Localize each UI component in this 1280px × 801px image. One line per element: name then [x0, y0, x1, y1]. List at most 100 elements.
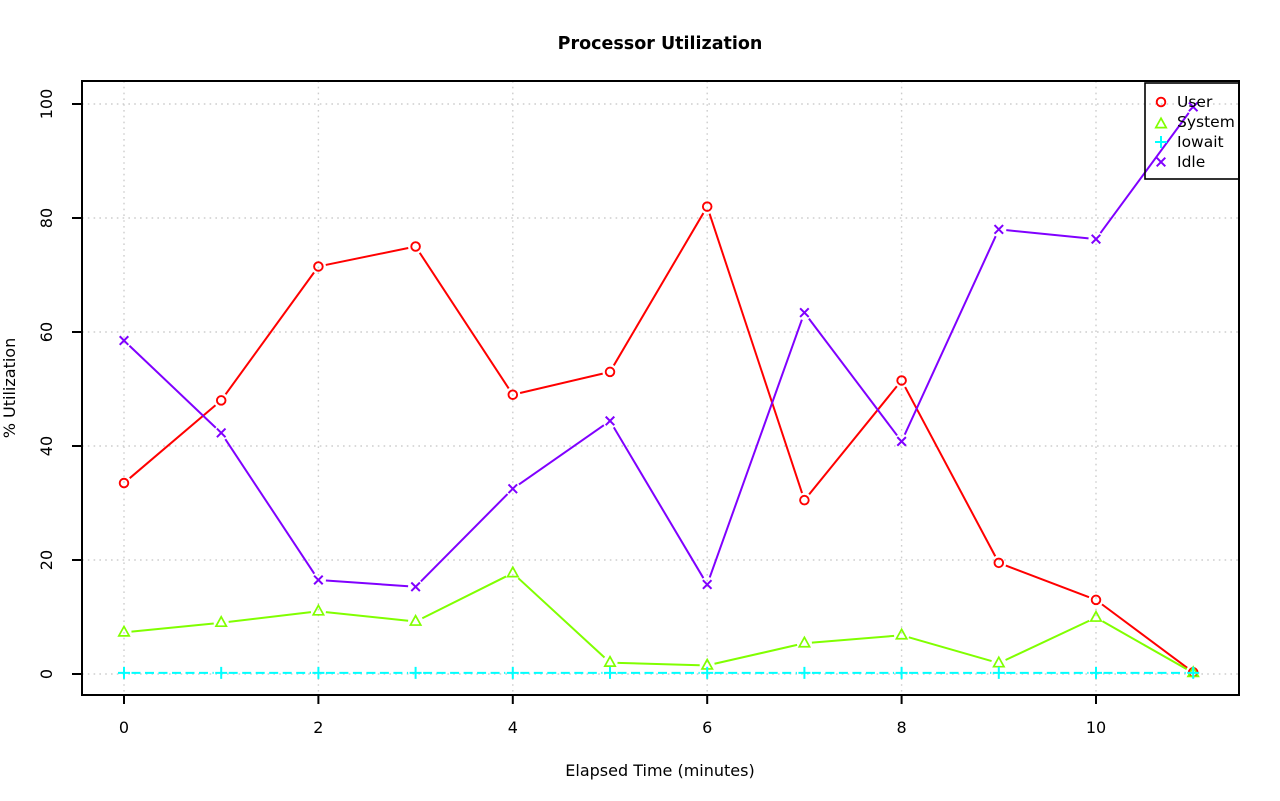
- y-tick-label: 0: [37, 669, 56, 679]
- marker-triangle-system: [797, 635, 812, 648]
- marker-x-idle: [1090, 234, 1102, 245]
- series-line-system: [517, 577, 606, 659]
- marker-circle-user: [896, 375, 907, 386]
- series-line-idle: [224, 438, 316, 575]
- series-line-user: [519, 372, 603, 394]
- series-line-system: [131, 622, 214, 633]
- series-line-idle: [420, 493, 509, 583]
- legend-entry-user: User: [1155, 93, 1213, 111]
- marker-triangle-system: [1089, 609, 1103, 622]
- marker-plus-iowait: [895, 666, 908, 679]
- marker-x-idle: [118, 335, 130, 346]
- legend-label-iowait: Iowait: [1177, 133, 1224, 151]
- marker-triangle-system: [603, 654, 617, 667]
- marker-plus-iowait: [604, 666, 616, 679]
- plot-border: [81, 80, 1240, 696]
- marker-x-idle: [410, 581, 421, 592]
- marker-circle-user: [410, 241, 421, 252]
- marker-plus-iowait: [409, 666, 422, 679]
- series-line-system: [1005, 619, 1090, 661]
- series-line-user: [808, 385, 898, 495]
- marker-x-idle: [507, 483, 518, 494]
- marker-circle-user: [701, 201, 713, 212]
- idle-x-marker-icon: [1155, 156, 1167, 168]
- marker-x-idle: [216, 427, 227, 438]
- series-line-user: [904, 386, 997, 557]
- marker-circle-user: [313, 261, 324, 272]
- series-line-system: [714, 643, 798, 665]
- marker-circle-user: [1090, 594, 1102, 606]
- series-line-system: [617, 661, 700, 667]
- marker-triangle-system: [894, 627, 909, 640]
- marker-x-idle: [604, 415, 616, 426]
- y-axis-title: % Utilization: [0, 338, 19, 438]
- series-line-idle: [808, 318, 898, 437]
- marker-x-idle: [993, 224, 1004, 235]
- legend-label-user: User: [1177, 93, 1213, 111]
- marker-triangle-system: [311, 603, 326, 616]
- x-tick-label: 2: [313, 718, 323, 737]
- series-line-idle: [1006, 229, 1089, 240]
- series-line-idle: [903, 235, 997, 436]
- x-tick-label: 10: [1086, 718, 1106, 737]
- series-line-idle: [708, 319, 803, 578]
- x-axis-title: Elapsed Time (minutes): [565, 761, 754, 780]
- y-tick-label: 40: [37, 436, 56, 456]
- legend-label-idle: Idle: [1177, 153, 1205, 171]
- series-line-idle: [612, 426, 705, 579]
- system-triangle-marker-icon: [1154, 116, 1168, 129]
- series-line-system: [1102, 620, 1188, 671]
- series-line-user: [325, 247, 409, 266]
- marker-circle-user: [799, 494, 810, 506]
- x-tick-label: 4: [508, 718, 518, 737]
- marker-x-idle: [313, 574, 324, 585]
- series-line-user: [129, 404, 217, 479]
- series-line-idle: [128, 344, 217, 429]
- marker-triangle-system: [506, 565, 520, 578]
- series-line-system: [908, 636, 992, 663]
- marker-plus-iowait: [1187, 666, 1200, 679]
- series-line-system: [325, 611, 409, 622]
- series-line-system: [811, 634, 895, 644]
- series-line-user: [1005, 564, 1090, 599]
- user-circle-marker-icon: [1155, 96, 1167, 108]
- y-tick-label: 20: [37, 550, 56, 570]
- marker-triangle-system: [214, 615, 228, 628]
- marker-plus-iowait: [992, 666, 1005, 679]
- legend-entry-iowait: Iowait: [1155, 133, 1224, 151]
- iowait-plus-marker-icon: [1155, 136, 1167, 148]
- legend-label-system: System: [1177, 113, 1235, 131]
- x-tick-label: 0: [119, 718, 129, 737]
- marker-plus-iowait: [312, 666, 325, 679]
- legend-box: [1144, 82, 1240, 180]
- marker-plus-iowait: [798, 666, 811, 679]
- marker-x-idle: [702, 579, 713, 590]
- series-line-idle: [325, 579, 409, 588]
- legend-entry-system: System: [1154, 113, 1235, 131]
- series-line-user: [224, 271, 315, 395]
- marker-plus-iowait: [506, 666, 519, 679]
- marker-plus-iowait: [118, 666, 130, 679]
- x-tick-label: 8: [897, 718, 907, 737]
- series-line-system: [421, 575, 507, 620]
- marker-circle-user: [215, 395, 227, 406]
- marker-plus-iowait: [215, 666, 228, 679]
- marker-x-idle: [799, 307, 810, 318]
- marker-triangle-system: [408, 613, 423, 626]
- marker-plus-iowait: [701, 666, 714, 679]
- marker-triangle-system: [992, 655, 1006, 668]
- chart-title: Processor Utilization: [558, 34, 763, 54]
- legend: User System Iowait Idle: [1144, 82, 1240, 180]
- series-line-user: [708, 213, 803, 494]
- marker-x-idle: [896, 436, 907, 447]
- marker-circle-user: [118, 477, 130, 489]
- marker-circle-user: [993, 557, 1005, 569]
- x-tick-label: 6: [702, 718, 712, 737]
- series-line-system: [228, 611, 312, 623]
- marker-circle-user: [604, 366, 616, 378]
- y-tick-label: 100: [37, 89, 56, 120]
- marker-plus-iowait: [1090, 666, 1102, 679]
